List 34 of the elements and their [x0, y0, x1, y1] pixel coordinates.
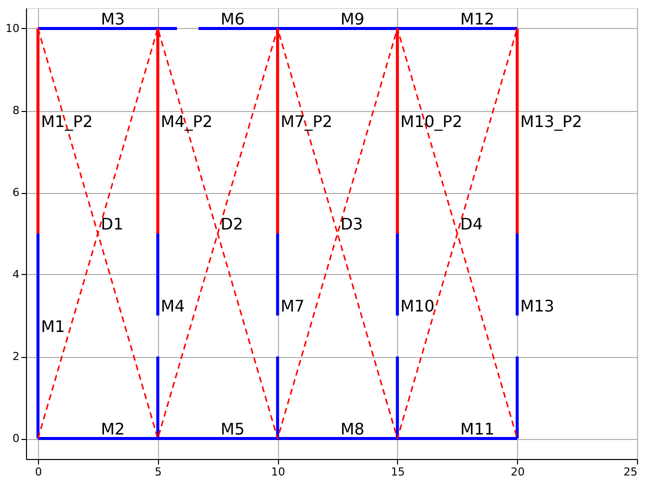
x-tick-label: 5 — [154, 466, 162, 478]
annotation: D4 — [460, 214, 483, 234]
annotation: M8 — [340, 420, 364, 438]
y-tick-label: 0 — [12, 432, 20, 445]
annotation: M6 — [220, 10, 245, 28]
y-tick-label: 2 — [12, 350, 20, 363]
annotation: M4 — [160, 296, 185, 316]
y-tick-label: 4 — [12, 268, 20, 281]
annotation: M10_P2 — [400, 112, 462, 131]
annotation: M13 — [520, 296, 554, 316]
annotation: M1_P2 — [40, 112, 93, 131]
y-tick-label: 8 — [12, 104, 20, 117]
x-tick-label: 20 — [510, 466, 525, 478]
annotation: M12 — [460, 10, 494, 28]
annotation: D2 — [220, 214, 244, 234]
annotation: M1 — [40, 317, 65, 336]
annotation: M5 — [220, 420, 245, 438]
x-tick-label: 25 — [624, 466, 638, 478]
annotation: M4_P2 — [160, 112, 213, 131]
y-tick-label: 6 — [12, 186, 20, 199]
annotation: M9 — [340, 10, 364, 28]
annotation: M3 — [100, 10, 125, 28]
annotation: D3 — [340, 214, 363, 234]
x-tick-label: 0 — [34, 466, 42, 478]
x-tick-label: 15 — [390, 466, 405, 478]
annotation: M7_P2 — [280, 112, 332, 131]
annotation: M13_P2 — [520, 112, 582, 131]
annotation: M10 — [400, 296, 435, 316]
y-tick-label: 10 — [6, 22, 20, 35]
annotation: M2 — [100, 420, 125, 438]
annotation: M11 — [460, 420, 494, 438]
annotation: M7 — [280, 296, 305, 316]
x-tick-label: 10 — [271, 466, 286, 478]
annotation: D1 — [100, 214, 124, 234]
